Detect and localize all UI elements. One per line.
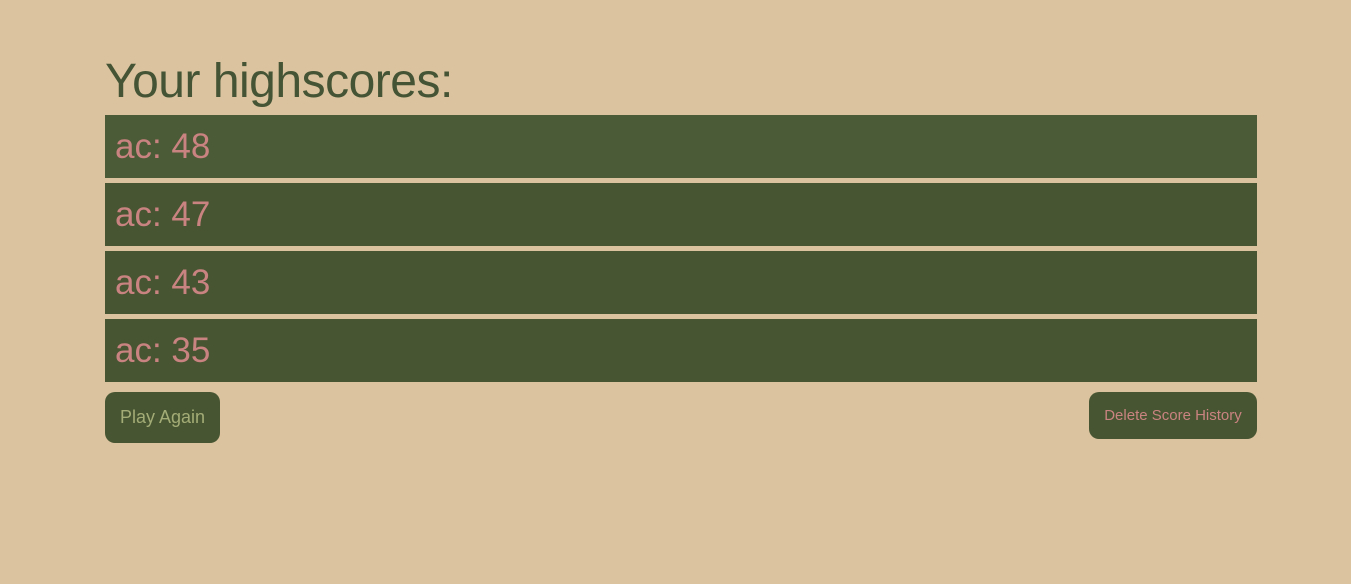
highscore-item: ac: 48 — [105, 115, 1257, 178]
highscore-list: ac: 48 ac: 47 ac: 43 ac: 35 — [105, 115, 1257, 382]
delete-score-history-button[interactable]: Delete Score History — [1089, 392, 1257, 439]
action-buttons: Play Again Delete Score History — [105, 392, 1257, 452]
highscore-item: ac: 43 — [105, 251, 1257, 314]
play-again-button[interactable]: Play Again — [105, 392, 220, 443]
highscores-container: Your highscores: ac: 48 ac: 47 ac: 43 ac… — [105, 0, 1257, 452]
page-title: Your highscores: — [105, 55, 453, 108]
highscore-item: ac: 35 — [105, 319, 1257, 382]
highscore-item: ac: 47 — [105, 183, 1257, 246]
